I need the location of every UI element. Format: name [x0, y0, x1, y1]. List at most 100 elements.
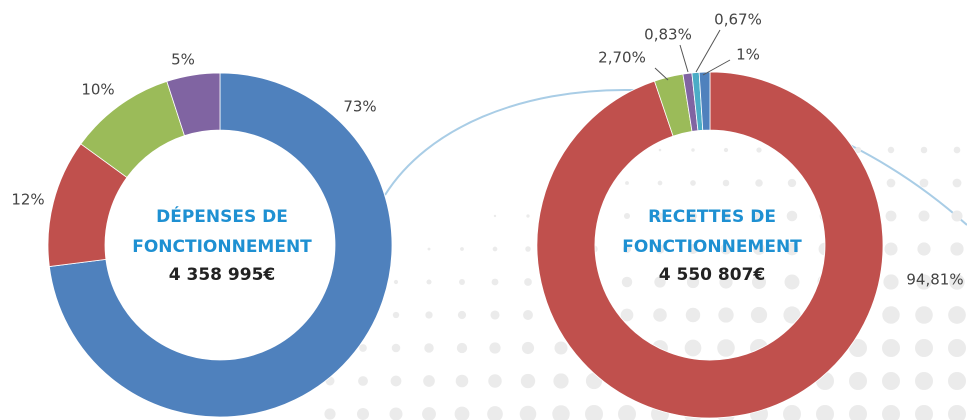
decor-dot [585, 405, 603, 420]
decor-dot [917, 242, 931, 256]
decor-dot [687, 243, 699, 255]
decor-dot [718, 307, 734, 323]
decor-dot [454, 406, 470, 420]
decor-dot [657, 180, 663, 186]
decor-dot [882, 372, 900, 390]
decor-dot [719, 275, 733, 289]
leader-line [702, 59, 731, 76]
decor-dot [953, 146, 961, 154]
decor-dot [552, 405, 570, 420]
decor-dot [356, 407, 370, 420]
data-label: 12% [11, 191, 44, 209]
leader-line [695, 29, 721, 73]
decor-dot [427, 247, 431, 251]
donut-segment [48, 72, 393, 418]
data-label: 94,81% [906, 271, 963, 289]
decor-dot [755, 179, 763, 187]
decor-dot [622, 244, 632, 254]
decor-dot [455, 374, 469, 388]
decor-dot [689, 212, 697, 220]
decor-dot [751, 274, 767, 290]
decor-dot [621, 276, 633, 288]
decor-dot [787, 178, 797, 188]
decor-dot [915, 405, 933, 420]
decor-dot [920, 146, 928, 154]
data-label: 0,83% [644, 26, 692, 44]
decor-dot [915, 306, 933, 324]
decor-dot [756, 147, 762, 153]
decor-dot [785, 242, 799, 256]
decor-dot [918, 210, 930, 222]
decor-dot [656, 212, 664, 220]
decor-dot [784, 274, 800, 290]
leader-line [654, 67, 669, 81]
decor-dot [690, 180, 696, 186]
decor-dot [717, 339, 735, 357]
data-label: 73% [343, 98, 376, 116]
decor-dot [456, 342, 468, 354]
decor-dot [358, 376, 368, 386]
decor-dot [882, 306, 900, 324]
decor-dot [816, 405, 834, 420]
decor-dot [854, 146, 862, 154]
decor-dot [525, 246, 531, 252]
decor-dot [948, 405, 966, 420]
decor-dot [882, 405, 900, 420]
decor-dot [883, 274, 899, 290]
decor-dot [526, 214, 530, 218]
decor-dot [887, 146, 895, 154]
decor-dot [684, 339, 702, 357]
decor-dot [950, 242, 964, 256]
decor-dot [786, 210, 798, 222]
center-title: FONCTIONNEMENT [622, 237, 802, 257]
decor-dot [783, 306, 801, 324]
decor-dot [390, 375, 402, 387]
decor-dot [424, 343, 434, 353]
decor-dot [655, 244, 665, 254]
decor-dot [493, 214, 497, 218]
center-title: RECETTES DE [648, 207, 776, 227]
data-label: 2,70% [598, 49, 646, 67]
decor-dot [885, 210, 897, 222]
decor-dot [425, 311, 433, 319]
leader-line [679, 44, 689, 73]
decor-dot [324, 408, 336, 420]
decor-dot [460, 247, 464, 251]
decor-dot [849, 372, 867, 390]
decor-dot [422, 407, 436, 420]
center-title: DÉPENSES DE [156, 205, 288, 227]
decor-dot [691, 148, 695, 152]
decor-dot [623, 212, 631, 220]
decor-dot [754, 211, 764, 221]
decor-dot [391, 343, 401, 353]
decor-dot [720, 243, 732, 255]
center-total: 4 550 807€ [659, 265, 765, 285]
decor-dot [620, 308, 634, 322]
decor-dot [423, 375, 435, 387]
decor-dot [685, 307, 701, 323]
decor-dot [915, 372, 933, 390]
decor-dot [459, 279, 465, 285]
decor-dot [948, 339, 966, 357]
decor-dot [389, 407, 403, 420]
decor-dot [686, 275, 700, 289]
decor-dot [487, 406, 503, 420]
decor-dot [359, 344, 367, 352]
decor-dot [426, 279, 432, 285]
decor-dot [519, 405, 537, 420]
decor-dot [523, 310, 533, 320]
decor-dot [723, 147, 729, 153]
decor-dot [392, 311, 400, 319]
center-total: 4 358 995€ [169, 265, 275, 285]
decor-dot [520, 373, 536, 389]
decor-dot [721, 211, 731, 221]
decor-dot [654, 276, 666, 288]
decor-dot [750, 306, 768, 324]
data-label: 1% [736, 46, 760, 64]
decor-dot [625, 181, 629, 185]
decor-dot [919, 178, 929, 188]
decor-dot [554, 341, 568, 355]
decor-dot [457, 310, 467, 320]
donut-segment [166, 72, 221, 137]
decor-arc [384, 89, 967, 226]
